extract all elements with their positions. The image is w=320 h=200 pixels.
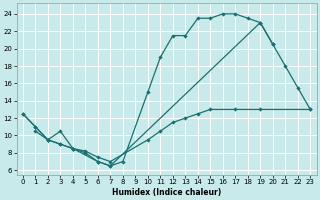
X-axis label: Humidex (Indice chaleur): Humidex (Indice chaleur)	[112, 188, 221, 197]
